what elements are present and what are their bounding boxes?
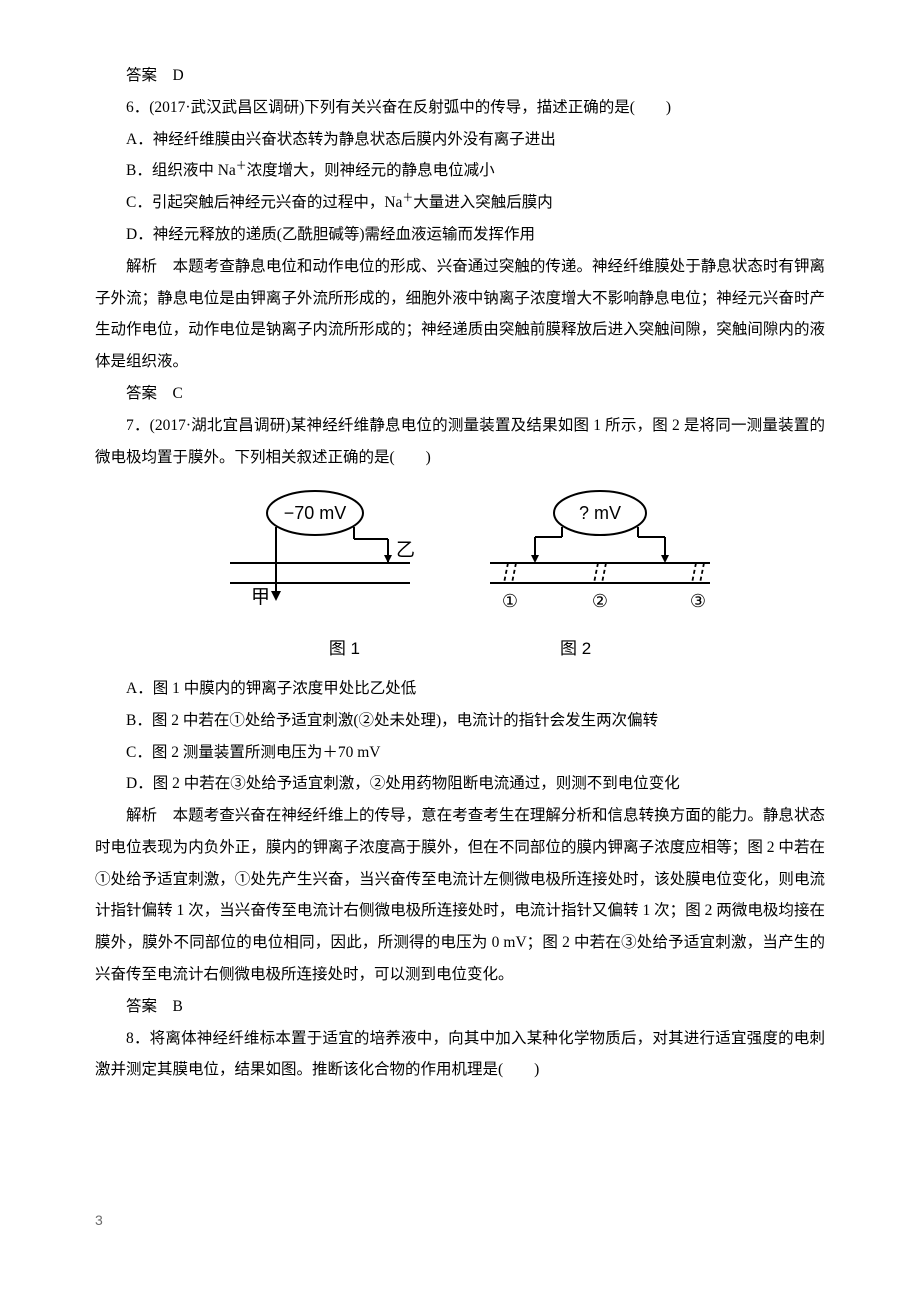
superscript-plus: ＋ bbox=[402, 192, 413, 204]
fig2-num1: ① bbox=[502, 591, 518, 611]
figures-svg: −70 mV 甲 乙 bbox=[200, 483, 720, 628]
q6-optB-pre: B．组织液中 Na bbox=[126, 162, 236, 179]
q7-option-a: A．图 1 中膜内的钾离子浓度甲处比乙处低 bbox=[95, 673, 825, 705]
answer-label: 答案 bbox=[126, 998, 157, 1015]
q6-optC-pre: C．引起突触后神经元兴奋的过程中，Na bbox=[126, 194, 402, 211]
q6-option-b: B．组织液中 Na＋浓度增大，则神经元的静息电位减小 bbox=[95, 155, 825, 187]
fig1-right-arrow bbox=[384, 555, 392, 563]
fig1-label-yi: 乙 bbox=[396, 540, 415, 561]
q6-answer: 答案 C bbox=[95, 378, 825, 410]
figure-captions: 图 1 图 2 bbox=[95, 632, 825, 667]
fig1-left-arrow bbox=[271, 591, 281, 601]
explain-label: 解析 bbox=[126, 807, 157, 824]
answer-letter: C bbox=[173, 385, 183, 402]
answer-label: 答案 bbox=[126, 67, 157, 84]
meter-1-text: −70 mV bbox=[284, 503, 347, 523]
q6-stem: 6．(2017·武汉武昌区调研)下列有关兴奋在反射弧中的传导，描述正确的是( ) bbox=[95, 92, 825, 124]
q7-option-b: B．图 2 中若在①处给予适宜刺激(②处未处理)，电流计的指针会发生两次偏转 bbox=[95, 705, 825, 737]
figure-1: −70 mV 甲 乙 bbox=[230, 491, 415, 608]
explain-label: 解析 bbox=[126, 258, 157, 275]
fig1-label-jia: 甲 bbox=[251, 587, 270, 608]
answer-letter: B bbox=[173, 998, 183, 1015]
answer-letter: D bbox=[173, 67, 184, 84]
q7-option-d: D．图 2 中若在③处给予适宜刺激，②处用药物阻断电流通过，则测不到电位变化 bbox=[95, 768, 825, 800]
q6-explanation: 解析 本题考查静息电位和动作电位的形成、兴奋通过突触的传递。神经纤维膜处于静息状… bbox=[95, 251, 825, 378]
superscript-plus: ＋ bbox=[236, 160, 247, 172]
fig2-left-arrow bbox=[531, 555, 539, 563]
figure-2: ? mV bbox=[490, 491, 710, 611]
fig2-num2: ② bbox=[592, 591, 608, 611]
fig2-caption: 图 2 bbox=[560, 632, 591, 667]
q7-stem: 7．(2017·湖北宜昌调研)某神经纤维静息电位的测量装置及结果如图 1 所示，… bbox=[95, 410, 825, 474]
fig2-num3: ③ bbox=[690, 591, 706, 611]
q6-optC-post: 大量进入突触后膜内 bbox=[413, 194, 553, 211]
q7-answer: 答案 B bbox=[95, 991, 825, 1023]
answer-label: 答案 bbox=[126, 385, 157, 402]
q6-option-c: C．引起突触后神经元兴奋的过程中，Na＋大量进入突触后膜内 bbox=[95, 187, 825, 219]
q5-answer: 答案 D bbox=[95, 60, 825, 92]
explain-text: 本题考查静息电位和动作电位的形成、兴奋通过突触的传递。神经纤维膜处于静息状态时有… bbox=[95, 258, 825, 370]
fig2-dashes bbox=[504, 563, 704, 583]
fig1-caption: 图 1 bbox=[329, 632, 360, 667]
q6-option-a: A．神经纤维膜由兴奋状态转为静息状态后膜内外没有离子进出 bbox=[95, 124, 825, 156]
q6-option-d: D．神经元释放的递质(乙酰胆碱等)需经血液运输而发挥作用 bbox=[95, 219, 825, 251]
page-number: 3 bbox=[95, 1206, 825, 1235]
q7-option-c: C．图 2 测量装置所测电压为＋70 mV bbox=[95, 737, 825, 769]
q6-optB-post: 浓度增大，则神经元的静息电位减小 bbox=[247, 162, 495, 179]
meter-2-text: ? mV bbox=[579, 503, 621, 523]
q8-stem: 8．将离体神经纤维标本置于适宜的培养液中，向其中加入某种化学物质后，对其进行适宜… bbox=[95, 1023, 825, 1087]
explain-text: 本题考查兴奋在神经纤维上的传导，意在考查考生在理解分析和信息转换方面的能力。静息… bbox=[95, 807, 825, 983]
q7-explanation: 解析 本题考查兴奋在神经纤维上的传导，意在考查考生在理解分析和信息转换方面的能力… bbox=[95, 800, 825, 991]
figure-container: −70 mV 甲 乙 bbox=[95, 483, 825, 628]
fig2-right-arrow bbox=[661, 555, 669, 563]
